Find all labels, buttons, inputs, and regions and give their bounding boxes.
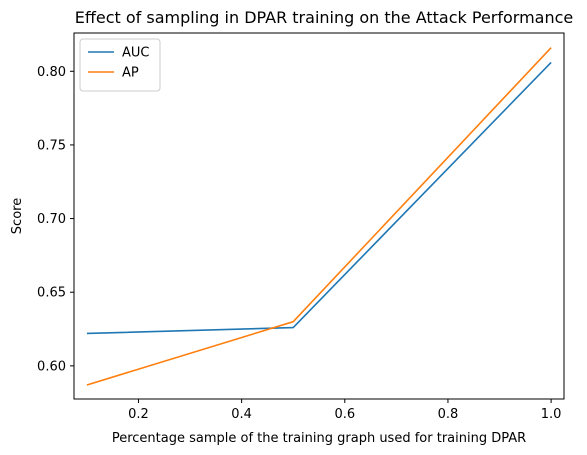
y-tick-label: 0.80 xyxy=(37,65,66,80)
x-tick-label: 0.2 xyxy=(128,407,149,422)
x-tick-label: 1.0 xyxy=(541,407,562,422)
y-tick-label: 0.60 xyxy=(37,359,66,374)
series-line-auc xyxy=(86,61,552,335)
x-tick-label: 0.6 xyxy=(334,407,355,422)
legend-label: AP xyxy=(122,66,139,81)
y-axis-ticks: 0.60 0.65 0.70 0.75 0.80 xyxy=(37,65,74,374)
chart-title: Effect of sampling in DPAR training on t… xyxy=(75,8,574,27)
legend-label: AUC xyxy=(122,46,150,61)
y-tick-label: 0.75 xyxy=(37,138,66,153)
legend: AUC AP xyxy=(79,38,161,92)
series-line-ap xyxy=(86,47,552,386)
x-tick-label: 0.4 xyxy=(231,407,252,422)
y-tick-label: 0.65 xyxy=(37,286,66,301)
x-axis-ticks: 0.2 0.4 0.6 0.8 1.0 xyxy=(128,399,561,422)
y-tick-label: 0.70 xyxy=(37,212,66,227)
x-axis-label: Percentage sample of the training graph … xyxy=(112,431,526,446)
plot-frame xyxy=(73,32,565,400)
series-layer xyxy=(86,47,552,386)
x-tick-label: 0.8 xyxy=(438,407,459,422)
plot-area xyxy=(74,33,564,399)
y-axis-label: Score xyxy=(10,198,25,234)
